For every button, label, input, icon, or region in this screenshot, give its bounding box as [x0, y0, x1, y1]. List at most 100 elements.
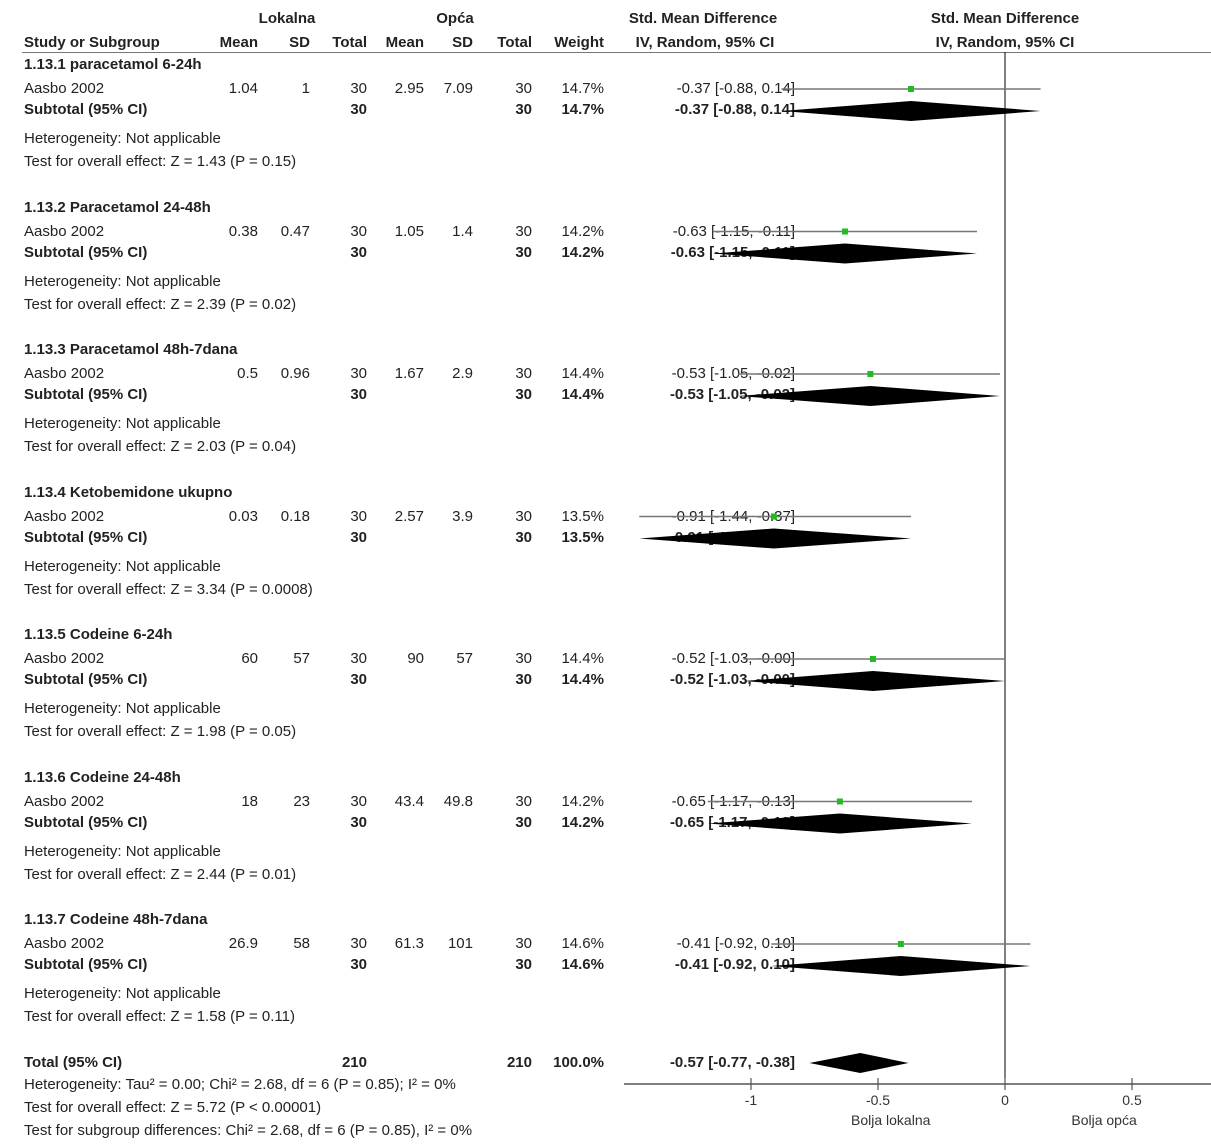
study-sd1: 23 [293, 792, 310, 810]
x-tick-label: -0.5 [866, 1092, 890, 1108]
subtotal-total2: 30 [515, 386, 532, 403]
overall-effect-text: Test for overall effect: Z = 2.44 (P = 0… [24, 865, 297, 883]
study-sd2: 101 [447, 935, 473, 952]
heterogeneity-text: Heterogeneity: Not applicable [24, 130, 221, 147]
col-mean2: Mean [385, 34, 424, 51]
subtotal-weight: 13.5% [561, 528, 604, 546]
smd-header-right: Std. Mean Difference [930, 10, 1080, 27]
study-name: Aasbo 2002 [24, 507, 105, 525]
subtotal-total2: 30 [515, 528, 532, 546]
study-mean2: 61.3 [394, 935, 424, 952]
study-point [869, 656, 876, 662]
subtotal-total2: 30 [515, 956, 532, 973]
overall-diamond [809, 1053, 909, 1073]
col-sd1: SD [289, 34, 310, 51]
x-tick-label: 0 [1001, 1092, 1009, 1108]
study-ci: -0.37 [-0.88, 0.14] [676, 80, 795, 97]
heterogeneity-text: Heterogeneity: Not applicable [24, 272, 221, 290]
study-total2: 30 [515, 80, 532, 97]
study-mean1: 18 [241, 792, 258, 810]
study-mean2: 2.95 [394, 80, 424, 97]
total-ci: -0.57 [-0.77, -0.38] [669, 1054, 795, 1071]
study-sd1: 58 [293, 935, 310, 952]
subtotal-weight: 14.4% [561, 671, 604, 688]
subtotal-diamond [707, 813, 972, 834]
subgroup-title: 1.13.4 Ketobemidone ukupno [24, 483, 233, 501]
study-total2: 30 [515, 650, 532, 667]
subtotal-diamond [743, 671, 1005, 691]
heterogeneity-text: Heterogeneity: Not applicable [24, 842, 221, 860]
subtotal-ci: -0.41 [-0.92, 0.10] [674, 956, 795, 973]
study-weight: 14.2% [561, 792, 604, 810]
study-mean1: 0.03 [228, 507, 258, 525]
overall-effect-text: Test for overall effect: Z = 3.34 (P = 0… [24, 580, 313, 598]
study-mean2: 90 [407, 650, 424, 667]
overall-effect-text: Test for overall effect: Z = 1.43 (P = 0… [24, 153, 297, 170]
study-sd1: 0.18 [280, 507, 310, 525]
study-total1: 30 [350, 792, 367, 810]
study-sd1: 0.47 [280, 222, 310, 240]
total-label: Total (95% CI) [24, 1054, 123, 1071]
subtotal-ci: -0.52 [-1.03, -0.00] [669, 671, 795, 688]
subtotal-weight: 14.2% [561, 243, 604, 261]
study-mean2: 1.67 [394, 365, 424, 382]
smd-header-left: Std. Mean Difference [628, 10, 778, 27]
subtotal-weight: 14.2% [561, 813, 604, 831]
study-sd2: 1.4 [452, 222, 473, 240]
study-mean1: 60 [241, 650, 258, 667]
subgroup-title: 1.13.6 Codeine 24-48h [24, 768, 181, 786]
col-total1: Total [332, 34, 367, 51]
study-mean1: 1.04 [228, 80, 258, 97]
subtotal-label: Subtotal (95% CI) [24, 813, 148, 831]
study-weight: 13.5% [561, 507, 604, 525]
subgroup-title: 1.13.3 Paracetamol 48h-7dana [24, 341, 238, 358]
study-weight: 14.4% [561, 650, 604, 667]
study-total1: 30 [350, 222, 367, 240]
study-sd2: 49.8 [443, 792, 473, 810]
subtotal-total2: 30 [515, 243, 532, 261]
overall-effect-text: Test for overall effect: Z = 2.39 (P = 0… [24, 295, 297, 313]
study-mean2: 2.57 [394, 507, 424, 525]
subtotal-ci: -0.53 [-1.05, -0.02] [669, 386, 795, 403]
subtotal-diamond [738, 386, 1000, 406]
study-name: Aasbo 2002 [24, 650, 105, 667]
overall-effect-text: Test for overall effect: Z = 1.98 (P = 0… [24, 723, 297, 740]
study-point [867, 371, 874, 377]
study-weight: 14.4% [561, 365, 604, 382]
study-total2: 30 [515, 365, 532, 382]
subtotal-weight: 14.4% [561, 386, 604, 403]
study-mean1: 26.9 [228, 935, 258, 952]
study-point [908, 86, 915, 92]
subgroup-title: 1.13.2 Paracetamol 24-48h [24, 198, 211, 216]
subtotal-label: Subtotal (95% CI) [24, 386, 148, 403]
subtotal-label: Subtotal (95% CI) [24, 956, 148, 973]
study-point [841, 228, 848, 235]
subtotal-total2: 30 [515, 813, 532, 831]
overall-effect-text: Test for overall effect: Z = 1.58 (P = 0… [24, 1008, 295, 1025]
col-weight: Weight [554, 34, 604, 51]
subgroup-title: 1.13.1 paracetamol 6-24h [24, 56, 202, 73]
col-study: Study or Subgroup [24, 34, 160, 51]
study-total1: 30 [350, 650, 367, 667]
study-total1: 30 [350, 507, 367, 525]
col-ci-left: IV, Random, 95% CI [635, 34, 775, 51]
study-sd1: 57 [293, 650, 310, 667]
total-heterogeneity: Heterogeneity: Tau² = 0.00; Chi² = 2.68,… [24, 1076, 456, 1093]
heterogeneity-text: Heterogeneity: Not applicable [24, 557, 221, 575]
study-point [897, 941, 904, 947]
study-name: Aasbo 2002 [24, 792, 105, 810]
study-weight: 14.2% [561, 222, 604, 240]
study-ci: -0.53 [-1.05, -0.02] [671, 365, 795, 382]
x-tick-label: -1 [745, 1092, 758, 1108]
study-mean2: 1.05 [394, 222, 424, 240]
total-overall-effect: Test for overall effect: Z = 5.72 (P < 0… [24, 1099, 322, 1116]
total-total1: 210 [341, 1054, 367, 1071]
subtotal-total1: 30 [350, 243, 367, 261]
col-sd2: SD [452, 34, 473, 51]
subtotal-label: Subtotal (95% CI) [24, 243, 148, 261]
study-sd2: 3.9 [452, 507, 473, 525]
favours-left-label: Bolja lokalna [851, 1112, 931, 1128]
study-mean2: 43.4 [394, 792, 424, 810]
study-total1: 30 [350, 80, 367, 97]
